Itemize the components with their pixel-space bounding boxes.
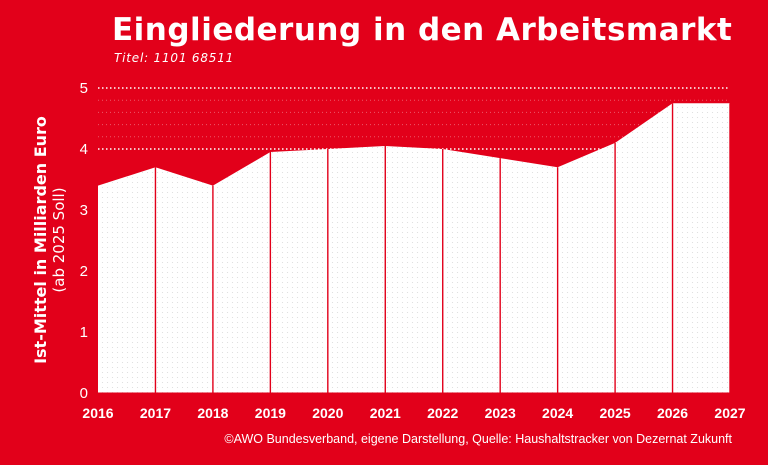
y-tick-label: 1: [80, 324, 88, 341]
source-footer: ©AWO Bundesverband, eigene Darstellung, …: [224, 432, 732, 446]
x-tick-label: 2023: [485, 405, 516, 421]
y-tick-label: 0: [80, 385, 88, 402]
x-tick-label: 2016: [82, 405, 113, 421]
x-tick-label: 2025: [600, 405, 631, 421]
x-tick-label: 2019: [255, 405, 286, 421]
area-series: [98, 103, 730, 393]
chart-title: Eingliederung in den Arbeitsmarkt: [112, 12, 733, 48]
x-tick-label: 2020: [312, 405, 343, 421]
y-tick-label: 4: [80, 141, 88, 158]
y-tick-label: 2: [80, 263, 88, 280]
y-tick-label: 5: [80, 80, 88, 97]
y-tick-label: 3: [80, 202, 88, 219]
x-tick-label: 2022: [427, 405, 458, 421]
x-tick-label: 2017: [140, 405, 171, 421]
x-tick-label: 2027: [714, 405, 745, 421]
x-tick-label: 2026: [657, 405, 688, 421]
x-tick-label: 2024: [542, 405, 573, 421]
x-tick-label: 2021: [370, 405, 401, 421]
chart-subtitle: Titel: 1101 68511: [114, 51, 235, 65]
x-tick-label: 2018: [197, 405, 228, 421]
